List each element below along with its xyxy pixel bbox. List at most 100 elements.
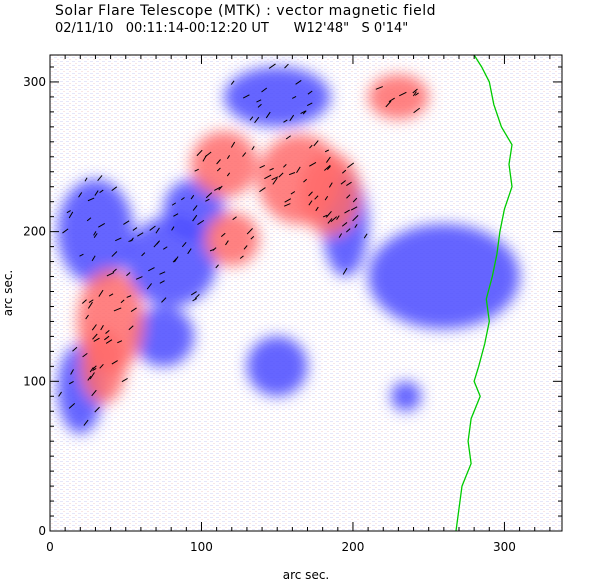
field-vector [126, 272, 131, 277]
field-vector [126, 295, 132, 298]
field-vector [322, 214, 328, 218]
field-vector [259, 165, 266, 169]
field-vector [251, 146, 255, 151]
field-vector [327, 218, 333, 224]
field-vector [414, 92, 419, 96]
field-vector [313, 140, 319, 147]
field-vector [209, 248, 215, 252]
field-vector [346, 181, 352, 187]
field-vector [284, 198, 292, 203]
field-vector [196, 149, 203, 157]
field-vector [87, 197, 95, 202]
axes-ticks: 0 100 200 300 0 100 200 300 [23, 55, 562, 554]
field-vector [292, 96, 297, 99]
field-vector [108, 293, 114, 297]
field-vector [85, 314, 89, 320]
field-vector [161, 297, 167, 303]
field-vector [98, 289, 104, 297]
field-vector [284, 63, 289, 69]
field-vector [93, 231, 97, 236]
field-vector [352, 215, 359, 222]
field-vector [336, 215, 340, 220]
field-vector [314, 195, 319, 200]
field-vector [340, 180, 346, 185]
field-vector [344, 209, 350, 214]
field-vector [97, 175, 103, 182]
field-vector [346, 194, 351, 199]
field-vector [99, 363, 104, 369]
field-vector [66, 210, 71, 214]
field-vector [89, 372, 95, 380]
field-vector [70, 369, 74, 375]
field-vector [328, 182, 333, 188]
field-vector [121, 378, 128, 383]
field-vector [261, 87, 268, 93]
field-vector [148, 267, 155, 272]
field-vector [171, 226, 175, 231]
field-vector [216, 167, 221, 172]
field-vector [326, 165, 331, 170]
field-vector [194, 294, 200, 299]
field-vector [242, 94, 250, 99]
field-vector [230, 80, 235, 85]
field-vector [132, 227, 138, 231]
page-title: Solar Flare Telescope (MTK) : vector mag… [55, 3, 436, 19]
field-vector [324, 164, 331, 171]
field-vector [388, 97, 395, 103]
field-vector [342, 267, 348, 275]
field-vector [205, 198, 210, 202]
field-vector [156, 240, 161, 245]
field-vector [269, 167, 274, 171]
field-vector [87, 375, 92, 381]
field-vector [194, 168, 199, 172]
field-vector [197, 219, 205, 226]
y-tick-label: 0 [38, 524, 46, 538]
field-vector [257, 103, 262, 108]
positive-polarity-region-2 [190, 131, 258, 198]
field-vector [155, 227, 160, 234]
field-vector [249, 116, 254, 121]
field-vector [350, 206, 358, 211]
field-vector [146, 283, 152, 290]
field-vector [171, 202, 177, 206]
field-vector [283, 119, 288, 123]
field-vector [354, 224, 358, 228]
field-vector [163, 246, 168, 250]
field-vector [92, 367, 97, 371]
field-vector [341, 222, 348, 227]
field-vector [352, 197, 358, 203]
field-vector [226, 155, 231, 159]
field-vector [111, 186, 118, 192]
field-vector [68, 381, 74, 385]
field-vector [93, 337, 100, 342]
field-vector [289, 114, 295, 122]
field-vector [79, 253, 84, 257]
field-vector [268, 63, 276, 69]
field-vector [288, 172, 296, 176]
positive-polarity-region-6 [368, 74, 429, 120]
field-vector [149, 225, 156, 231]
field-vector [115, 237, 122, 242]
field-vector [259, 187, 266, 193]
field-vector [141, 252, 146, 257]
field-vector [94, 190, 99, 196]
field-vector [105, 339, 113, 344]
field-vector [83, 419, 89, 426]
field-vector [385, 100, 392, 108]
field-vector [190, 291, 197, 296]
field-vector [338, 233, 343, 238]
field-vector [300, 110, 306, 115]
field-vector [264, 174, 272, 180]
field-vector [92, 333, 98, 340]
field-vector [232, 216, 237, 221]
field-vector [412, 88, 418, 94]
field-vector [218, 185, 223, 191]
field-vector [111, 360, 118, 365]
field-vector [89, 367, 94, 373]
field-vector [278, 172, 284, 178]
x-tick-label: 300 [493, 540, 516, 554]
field-vector [272, 177, 278, 185]
field-vector [87, 301, 93, 309]
field-vector [100, 325, 104, 331]
